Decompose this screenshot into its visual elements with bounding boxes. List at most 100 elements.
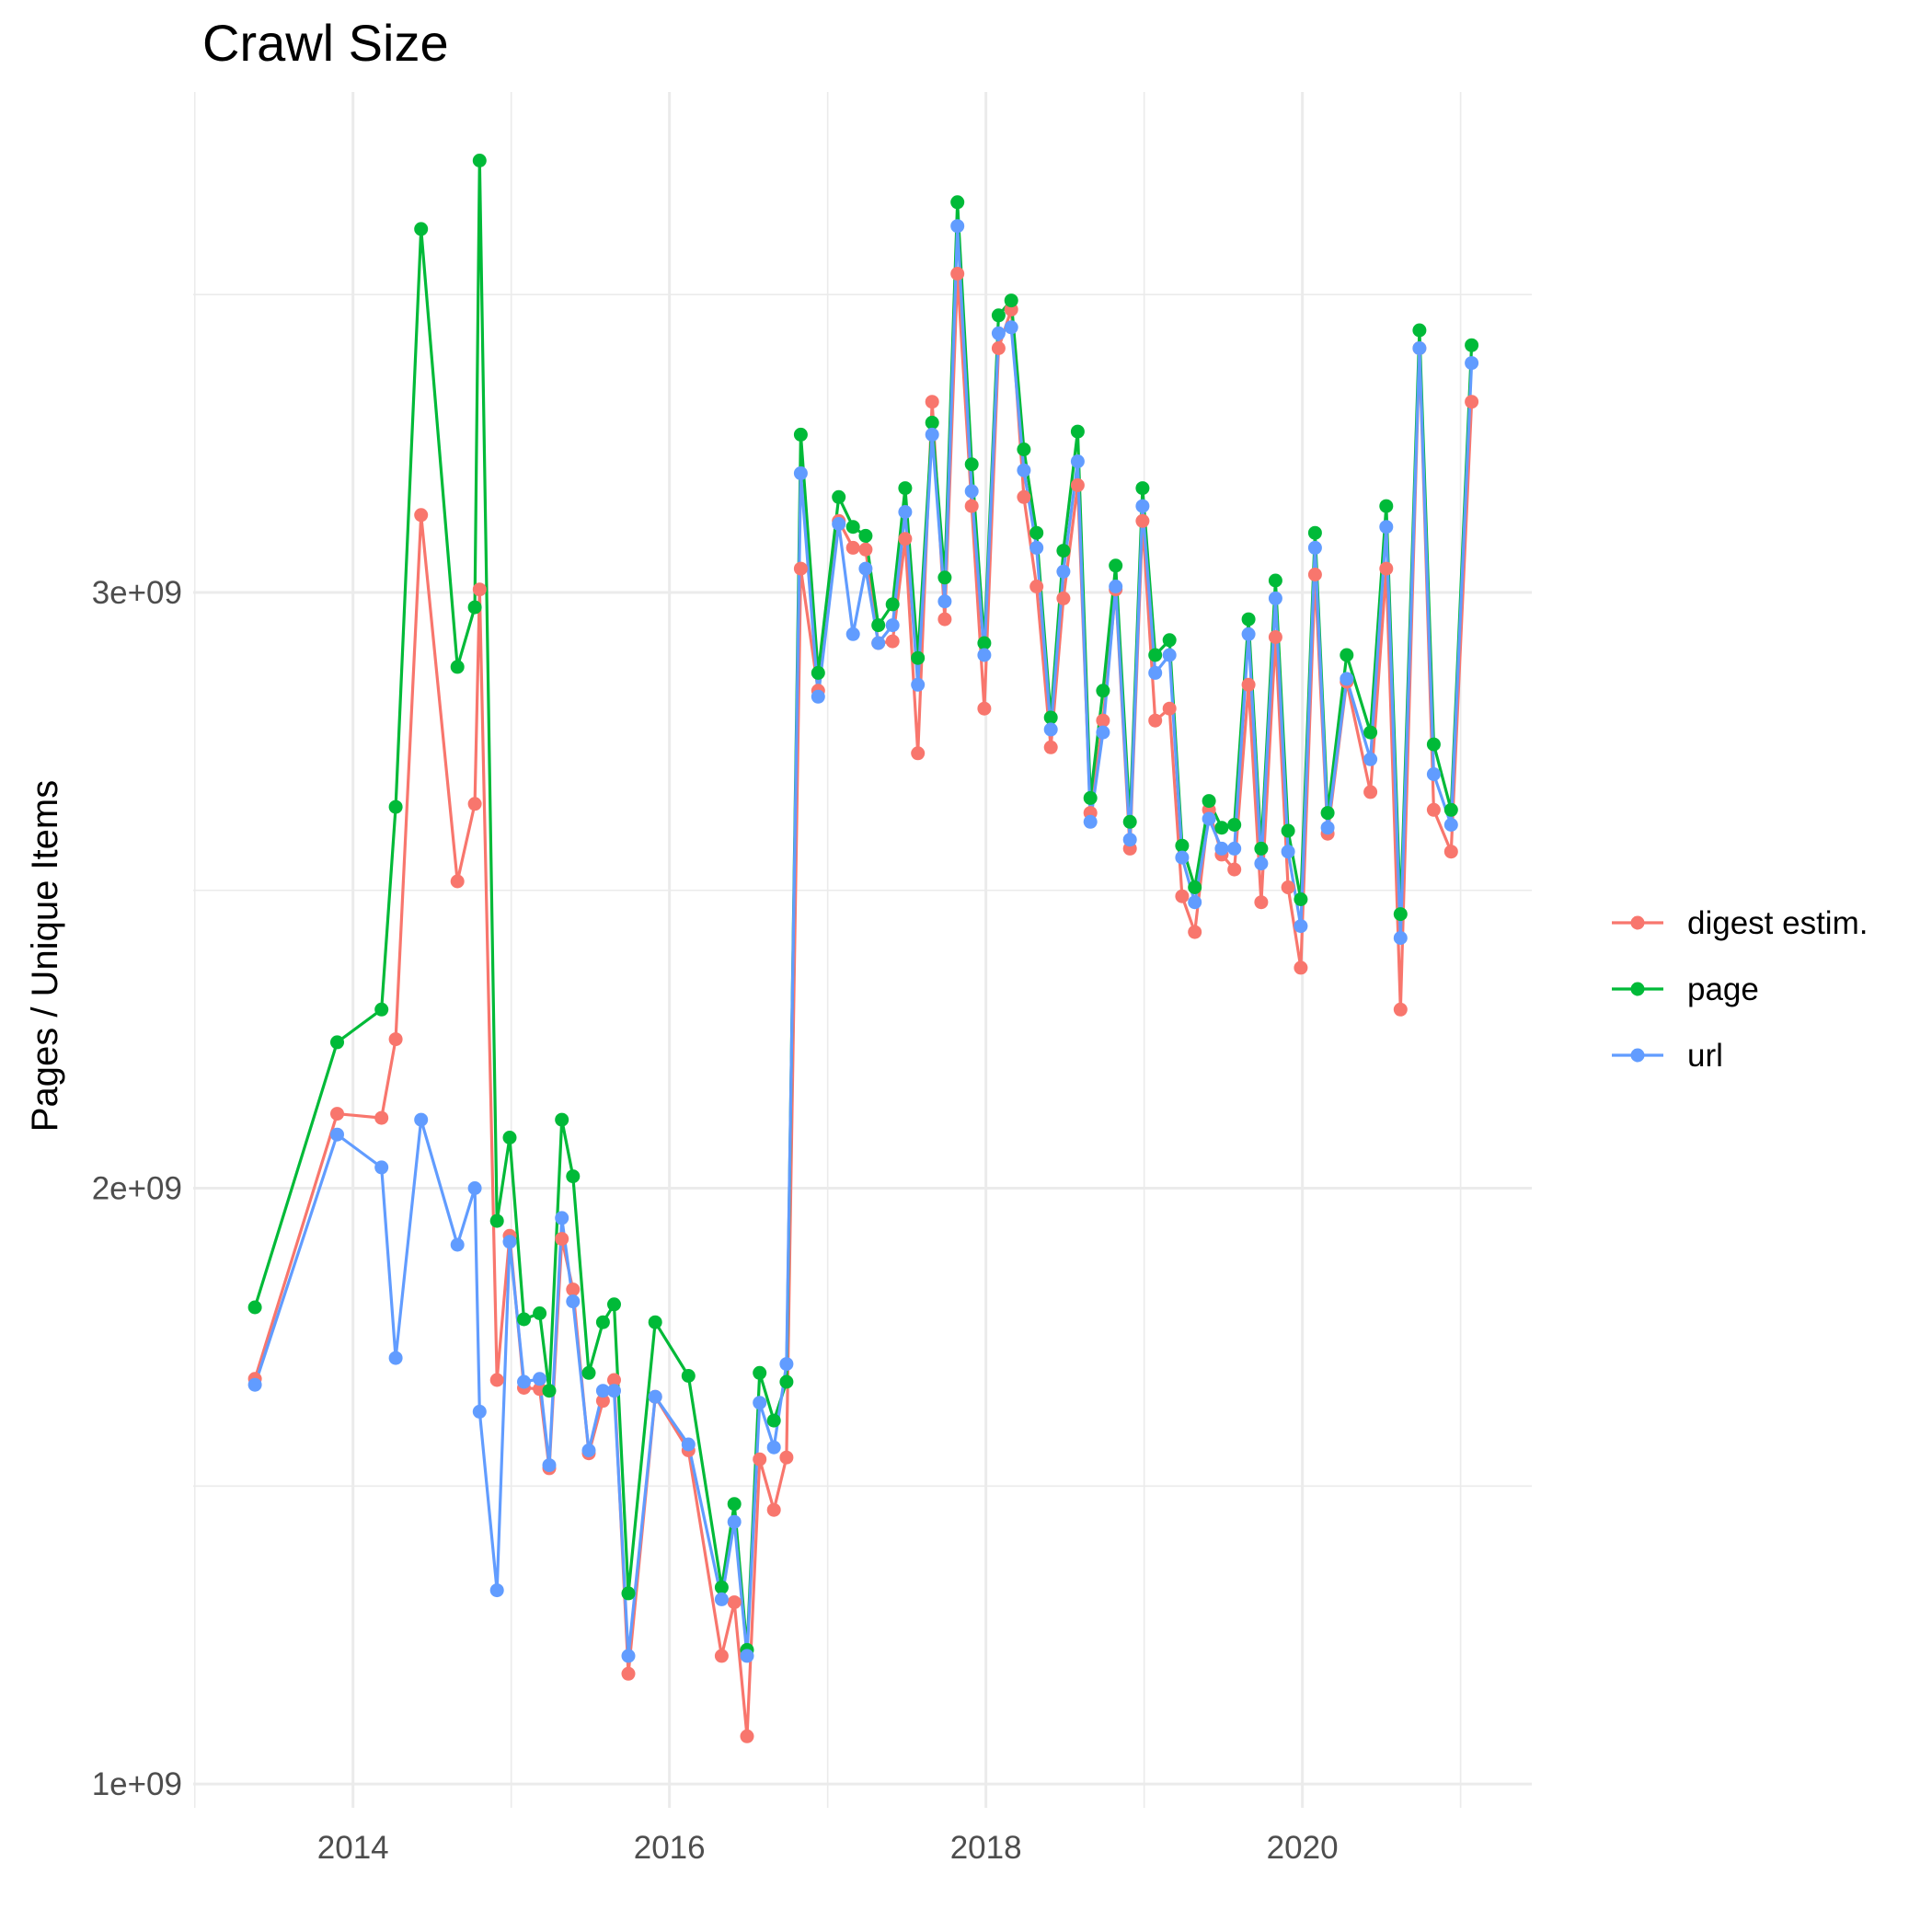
- data-point-digest-estim: [607, 1373, 621, 1387]
- data-point-url: [581, 1443, 596, 1457]
- data-point-url: [964, 484, 979, 499]
- data-point-page: [1043, 710, 1058, 725]
- data-point-page: [681, 1369, 696, 1383]
- data-point-url: [753, 1396, 767, 1410]
- data-point-url: [779, 1357, 794, 1372]
- data-point-page: [467, 600, 482, 615]
- data-point-digest-estim: [950, 267, 965, 281]
- data-point-digest-estim: [1379, 561, 1394, 576]
- legend-key-point-url: [1630, 1048, 1645, 1063]
- data-point-page: [832, 489, 846, 504]
- data-point-digest-estim: [779, 1450, 794, 1465]
- data-point-digest-estim: [1393, 1002, 1408, 1017]
- data-point-page: [1443, 802, 1458, 817]
- data-point-digest-estim: [1426, 802, 1441, 817]
- data-point-page: [1056, 544, 1071, 558]
- data-point-url: [1096, 725, 1110, 740]
- x-axis-ticks: 2014 2016 2018 2020: [317, 1830, 1339, 1866]
- data-point-url: [1426, 767, 1441, 781]
- data-point-page: [1254, 841, 1269, 856]
- legend-label-page: page: [1687, 972, 1759, 1007]
- data-point-page: [1122, 814, 1137, 829]
- data-point-url: [1340, 672, 1354, 686]
- data-point-url: [247, 1377, 262, 1392]
- data-point-page: [1202, 794, 1216, 809]
- major-gridlines: [193, 92, 1532, 1808]
- data-point-digest-estim: [414, 508, 429, 523]
- data-point-url: [374, 1160, 389, 1175]
- data-point-page: [779, 1374, 794, 1389]
- data-point-page: [845, 520, 860, 535]
- data-point-url: [1465, 356, 1479, 371]
- data-point-page: [607, 1297, 621, 1312]
- legend-label-digest-estim: digest estim.: [1687, 905, 1868, 941]
- x-tick-label: 2018: [950, 1830, 1022, 1866]
- y-tick-label: 3e+09: [92, 575, 182, 611]
- data-point-page: [621, 1586, 636, 1601]
- data-point-url: [740, 1649, 754, 1663]
- data-point-digest-estim: [1294, 960, 1308, 975]
- data-point-page: [1426, 737, 1441, 752]
- data-point-url: [937, 594, 952, 609]
- x-tick-label: 2014: [317, 1830, 389, 1866]
- data-point-page: [964, 457, 979, 472]
- data-point-digest-estim: [450, 874, 465, 889]
- data-point-digest-estim: [1056, 591, 1071, 605]
- data-point-url: [1070, 454, 1085, 468]
- data-point-url: [885, 618, 900, 633]
- data-point-url: [1363, 752, 1378, 766]
- data-point-page: [581, 1365, 596, 1380]
- data-point-url: [977, 648, 992, 662]
- data-point-page: [566, 1169, 581, 1184]
- data-point-page: [1135, 481, 1150, 496]
- data-point-url: [911, 677, 926, 692]
- data-point-digest-estim: [1241, 677, 1256, 692]
- data-point-page: [1148, 648, 1163, 662]
- data-point-digest-estim: [1135, 513, 1150, 528]
- data-point-url: [595, 1384, 610, 1398]
- data-point-url: [1320, 821, 1335, 835]
- data-point-page: [595, 1315, 610, 1329]
- data-point-page: [1393, 907, 1408, 922]
- data-point-url: [714, 1592, 729, 1606]
- data-point-digest-estim: [911, 746, 926, 761]
- data-point-url: [1379, 520, 1394, 535]
- data-point-url: [845, 627, 860, 641]
- data-point-url: [1162, 648, 1177, 662]
- data-point-url: [502, 1235, 517, 1249]
- data-point-digest-estim: [1162, 701, 1177, 716]
- data-point-digest-estim: [621, 1666, 636, 1681]
- data-point-url: [1241, 627, 1256, 641]
- y-tick-label: 1e+09: [92, 1766, 182, 1802]
- data-point-url: [1268, 591, 1282, 605]
- x-tick-label: 2016: [634, 1830, 706, 1866]
- x-tick-label: 2020: [1267, 1830, 1339, 1866]
- data-point-digest-estim: [1443, 845, 1458, 859]
- data-point-url: [1017, 463, 1031, 477]
- data-point-page: [1083, 790, 1098, 805]
- data-point-digest-estim: [595, 1394, 610, 1409]
- data-point-page: [1109, 558, 1123, 573]
- data-point-url: [1202, 811, 1216, 826]
- data-point-digest-estim: [925, 395, 939, 409]
- legend-key-point-page: [1630, 982, 1645, 996]
- data-point-url: [1029, 540, 1044, 555]
- data-point-url: [489, 1583, 504, 1598]
- data-point-digest-estim: [885, 634, 900, 649]
- data-point-url: [1148, 665, 1163, 680]
- data-point-page: [414, 222, 429, 236]
- data-point-page: [450, 660, 465, 674]
- data-point-digest-estim: [845, 540, 860, 555]
- data-point-page: [1162, 633, 1177, 648]
- data-point-digest-estim: [1175, 889, 1190, 903]
- series-layer: [247, 154, 1479, 1743]
- data-point-digest-estim: [388, 1032, 403, 1047]
- data-point-url: [858, 561, 873, 576]
- data-point-url: [1122, 833, 1137, 847]
- data-point-page: [925, 415, 939, 430]
- data-point-url: [1307, 540, 1322, 555]
- data-point-page: [1412, 323, 1427, 338]
- data-point-page: [542, 1384, 557, 1398]
- data-point-digest-estim: [727, 1595, 742, 1610]
